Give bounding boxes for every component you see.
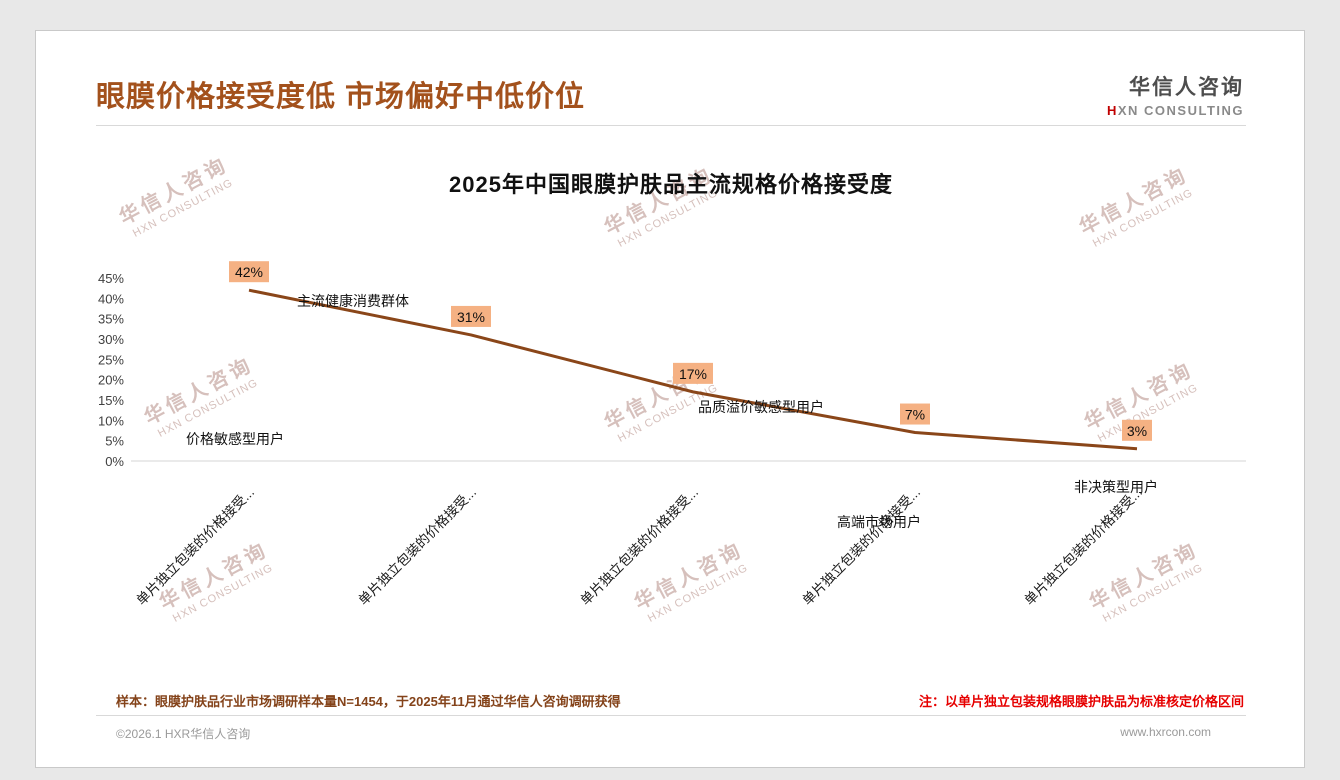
annotation: 品质溢价敏感型用户 — [698, 399, 824, 415]
website-text: www.hxrcon.com — [1120, 725, 1211, 739]
data-label-box — [673, 362, 713, 384]
annotation: 非决策型用户 — [1074, 479, 1158, 495]
y-tick-label: 35% — [98, 312, 124, 327]
data-label: 7% — [905, 407, 925, 423]
chart-title: 2025年中国眼膜护肤品主流规格价格接受度 — [449, 172, 893, 197]
y-tick-label: 0% — [105, 454, 124, 469]
annotation: 价格敏感型用户 — [186, 431, 284, 447]
data-label: 17% — [679, 366, 707, 382]
sample-footnote: 样本：眼膜护肤品行业市场调研样本量N=1454，于2025年11月通过华信人咨询… — [116, 694, 621, 709]
x-axis-label: 单片独立包装的价格接受... — [799, 484, 923, 608]
annotation: 主流健康消费群体 — [297, 293, 409, 309]
y-tick-label: 10% — [98, 413, 124, 428]
slide: 华信人咨询 HXN CONSULTING 华信人咨询 HXN CONSULTING 华信… — [35, 30, 1305, 768]
data-label: 31% — [457, 309, 485, 325]
y-tick-label: 30% — [98, 332, 124, 347]
x-axis-label: 单片独立包装的价格接受... — [577, 484, 701, 608]
logo-chinese-name: 华信人咨询 — [1129, 76, 1244, 99]
logo-english-name: HXN CONSULTING — [1107, 103, 1244, 118]
logo-accent-letter: H — [1106, 103, 1118, 118]
y-tick-label: 20% — [98, 373, 124, 388]
company-logo: 华信人咨询 HXN CONSULTING — [1107, 71, 1244, 118]
data-label-box — [1122, 419, 1152, 441]
x-axis-label: 单片独立包装的价格接受... — [1021, 484, 1145, 608]
data-label: 42% — [235, 264, 263, 280]
header-divider — [96, 125, 1246, 126]
y-tick-label: 15% — [98, 393, 124, 408]
annotation: 高端市场用户 — [837, 514, 921, 530]
logo-rest-letters: XN CONSULTING — [1117, 103, 1244, 118]
standard-footnote: 注：以单片独立包装规格眼膜护肤品为标准核定价格区间 — [918, 694, 1244, 709]
y-tick-label: 5% — [105, 434, 124, 449]
x-axis-label: 单片独立包装的价格接受... — [355, 484, 479, 608]
copyright-text: ©2026.1 HXR华信人咨询 — [116, 727, 251, 741]
data-label-box — [451, 305, 491, 327]
page-title: 眼膜价格接受度低 市场偏好中低价位 — [96, 81, 586, 113]
data-label: 3% — [1127, 423, 1147, 439]
price-acceptance-line-chart: 45% 40% 35% 30% 25% 20% 15% 10% 5% 0% 单片独立包装的价格接受.… — [98, 261, 1246, 608]
data-label-box — [900, 403, 930, 425]
footer-divider — [96, 715, 1246, 716]
trend-line — [248, 288, 1138, 451]
data-label-box — [229, 261, 269, 283]
y-tick-label: 25% — [98, 352, 124, 367]
y-tick-label: 45% — [98, 271, 124, 286]
y-tick-label: 40% — [98, 291, 124, 306]
x-axis-label: 单片独立包装的价格接受... — [133, 484, 257, 608]
